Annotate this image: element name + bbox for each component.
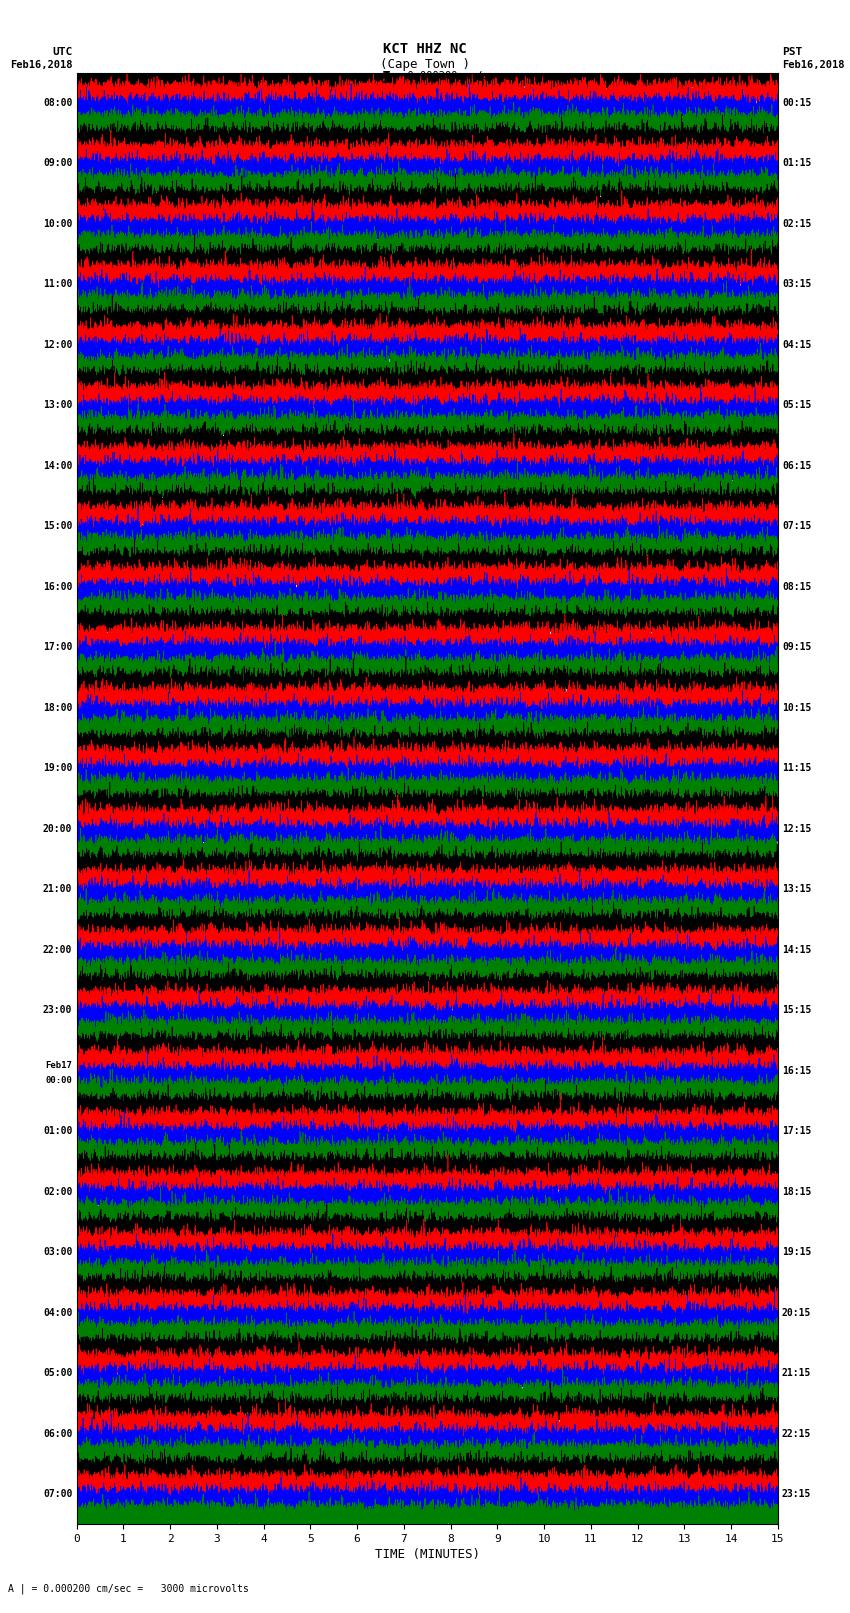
Text: 09:00: 09:00 bbox=[42, 158, 72, 168]
Text: 13:15: 13:15 bbox=[782, 884, 812, 894]
Text: 12:00: 12:00 bbox=[42, 340, 72, 350]
Text: 17:00: 17:00 bbox=[42, 642, 72, 652]
Text: 08:15: 08:15 bbox=[782, 582, 812, 592]
X-axis label: TIME (MINUTES): TIME (MINUTES) bbox=[375, 1548, 479, 1561]
Text: 11:15: 11:15 bbox=[782, 763, 812, 773]
Text: 04:15: 04:15 bbox=[782, 340, 812, 350]
Text: 02:00: 02:00 bbox=[42, 1187, 72, 1197]
Text: 06:15: 06:15 bbox=[782, 461, 812, 471]
Text: PST: PST bbox=[782, 47, 802, 56]
Text: (Cape Town ): (Cape Town ) bbox=[380, 58, 470, 71]
Text: 10:00: 10:00 bbox=[42, 219, 72, 229]
Text: 02:15: 02:15 bbox=[782, 219, 812, 229]
Text: 21:00: 21:00 bbox=[42, 884, 72, 894]
Text: 23:15: 23:15 bbox=[782, 1489, 812, 1498]
Text: 05:00: 05:00 bbox=[42, 1368, 72, 1378]
Text: A | = 0.000200 cm/sec =   3000 microvolts: A | = 0.000200 cm/sec = 3000 microvolts bbox=[8, 1582, 249, 1594]
Text: KCT HHZ NC: KCT HHZ NC bbox=[383, 42, 467, 56]
Text: 18:15: 18:15 bbox=[782, 1187, 812, 1197]
Text: 16:00: 16:00 bbox=[42, 582, 72, 592]
Text: 01:00: 01:00 bbox=[42, 1126, 72, 1136]
Text: 22:15: 22:15 bbox=[782, 1429, 812, 1439]
Text: Feb16,2018: Feb16,2018 bbox=[782, 60, 845, 69]
Text: 19:00: 19:00 bbox=[42, 763, 72, 773]
Text: 03:15: 03:15 bbox=[782, 279, 812, 289]
Text: 15:00: 15:00 bbox=[42, 521, 72, 531]
Text: 04:00: 04:00 bbox=[42, 1308, 72, 1318]
Text: 12:15: 12:15 bbox=[782, 824, 812, 834]
Text: 11:00: 11:00 bbox=[42, 279, 72, 289]
Text: 00:15: 00:15 bbox=[782, 98, 812, 108]
Text: 09:15: 09:15 bbox=[782, 642, 812, 652]
Text: 20:00: 20:00 bbox=[42, 824, 72, 834]
Text: 07:00: 07:00 bbox=[42, 1489, 72, 1498]
Text: 14:15: 14:15 bbox=[782, 945, 812, 955]
Text: 22:00: 22:00 bbox=[42, 945, 72, 955]
Text: 00:00: 00:00 bbox=[45, 1076, 72, 1086]
Text: 06:00: 06:00 bbox=[42, 1429, 72, 1439]
Text: 18:00: 18:00 bbox=[42, 703, 72, 713]
Text: 14:00: 14:00 bbox=[42, 461, 72, 471]
Text: 16:15: 16:15 bbox=[782, 1066, 812, 1076]
Text: = 0.000200 cm/sec: = 0.000200 cm/sec bbox=[395, 71, 501, 81]
Text: 10:15: 10:15 bbox=[782, 703, 812, 713]
Text: 01:15: 01:15 bbox=[782, 158, 812, 168]
Text: 08:00: 08:00 bbox=[42, 98, 72, 108]
Text: I: I bbox=[382, 71, 391, 85]
Text: 15:15: 15:15 bbox=[782, 1005, 812, 1015]
Text: 03:00: 03:00 bbox=[42, 1247, 72, 1257]
Text: UTC: UTC bbox=[52, 47, 72, 56]
Text: 20:15: 20:15 bbox=[782, 1308, 812, 1318]
Text: 23:00: 23:00 bbox=[42, 1005, 72, 1015]
Text: 07:15: 07:15 bbox=[782, 521, 812, 531]
Text: 05:15: 05:15 bbox=[782, 400, 812, 410]
Text: Feb17: Feb17 bbox=[45, 1061, 72, 1071]
Text: 13:00: 13:00 bbox=[42, 400, 72, 410]
Text: 17:15: 17:15 bbox=[782, 1126, 812, 1136]
Text: 21:15: 21:15 bbox=[782, 1368, 812, 1378]
Text: 19:15: 19:15 bbox=[782, 1247, 812, 1257]
Text: Feb16,2018: Feb16,2018 bbox=[9, 60, 72, 69]
